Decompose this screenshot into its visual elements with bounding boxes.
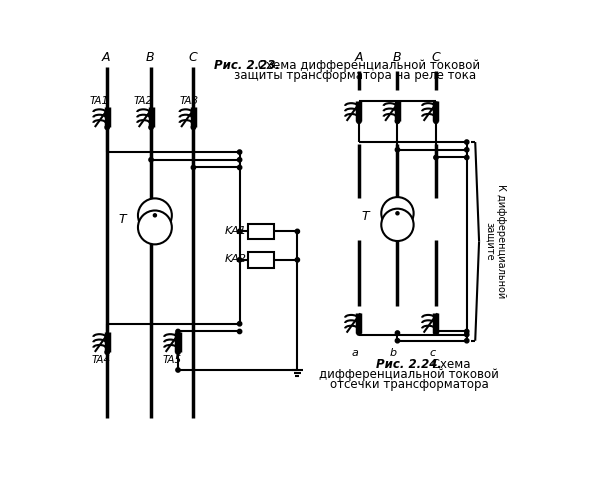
Circle shape: [295, 258, 299, 262]
Circle shape: [395, 338, 400, 343]
Circle shape: [381, 197, 414, 229]
Circle shape: [357, 331, 361, 335]
Text: A: A: [102, 51, 111, 64]
Text: TA1: TA1: [90, 96, 109, 106]
Text: A: A: [355, 51, 363, 64]
Circle shape: [238, 158, 242, 162]
Circle shape: [105, 125, 109, 130]
Circle shape: [238, 229, 242, 234]
Text: К дифференциальной
защите: К дифференциальной защите: [485, 184, 506, 299]
Bar: [248, 224, 274, 239]
Text: TA3: TA3: [180, 96, 199, 106]
Circle shape: [381, 209, 414, 241]
Circle shape: [149, 125, 153, 130]
Circle shape: [191, 165, 196, 170]
Circle shape: [138, 198, 172, 232]
Text: Рис. 2.23.: Рис. 2.23.: [214, 59, 280, 72]
Text: дифференциальной токовой: дифференциальной токовой: [319, 368, 499, 380]
Circle shape: [357, 119, 361, 123]
Circle shape: [464, 155, 469, 160]
Circle shape: [464, 338, 469, 343]
Text: C: C: [188, 51, 197, 64]
Text: c: c: [429, 348, 435, 358]
Circle shape: [464, 329, 469, 334]
Circle shape: [464, 140, 469, 144]
Text: KA1: KA1: [224, 226, 246, 236]
Text: KA2: KA2: [224, 254, 246, 264]
Circle shape: [176, 368, 180, 372]
Circle shape: [395, 331, 400, 335]
Text: T: T: [361, 210, 369, 223]
Circle shape: [153, 214, 156, 217]
Circle shape: [105, 350, 109, 354]
Circle shape: [464, 148, 469, 152]
Circle shape: [138, 210, 172, 244]
Text: C: C: [431, 51, 441, 64]
Text: TA4: TA4: [92, 355, 111, 365]
Bar: [248, 252, 274, 268]
Text: T: T: [119, 213, 126, 226]
Text: Схема: Схема: [428, 358, 470, 370]
Text: B: B: [393, 51, 402, 64]
Text: TA2: TA2: [134, 96, 153, 106]
Circle shape: [396, 212, 399, 215]
Circle shape: [191, 125, 196, 130]
Circle shape: [238, 322, 242, 326]
Circle shape: [395, 119, 400, 123]
Circle shape: [434, 155, 438, 160]
Circle shape: [395, 148, 400, 152]
Circle shape: [295, 229, 299, 234]
Circle shape: [149, 158, 153, 162]
Text: a: a: [352, 348, 359, 358]
Text: b: b: [390, 348, 397, 358]
Circle shape: [238, 165, 242, 170]
Text: защиты трансформатора на реле тока: защиты трансформатора на реле тока: [234, 69, 477, 82]
Circle shape: [176, 350, 180, 354]
Circle shape: [434, 331, 438, 335]
Circle shape: [434, 119, 438, 123]
Circle shape: [238, 258, 242, 262]
Circle shape: [176, 329, 180, 334]
Circle shape: [464, 332, 469, 337]
Circle shape: [238, 329, 242, 334]
Text: Схема дифференциальной токовой: Схема дифференциальной токовой: [254, 59, 480, 72]
Text: TA5: TA5: [163, 355, 181, 365]
Text: Рис. 2.24.: Рис. 2.24.: [376, 358, 442, 370]
Circle shape: [434, 329, 438, 334]
Text: отсечки трансформатора: отсечки трансформатора: [329, 378, 488, 391]
Text: B: B: [146, 51, 155, 64]
Circle shape: [238, 150, 242, 154]
